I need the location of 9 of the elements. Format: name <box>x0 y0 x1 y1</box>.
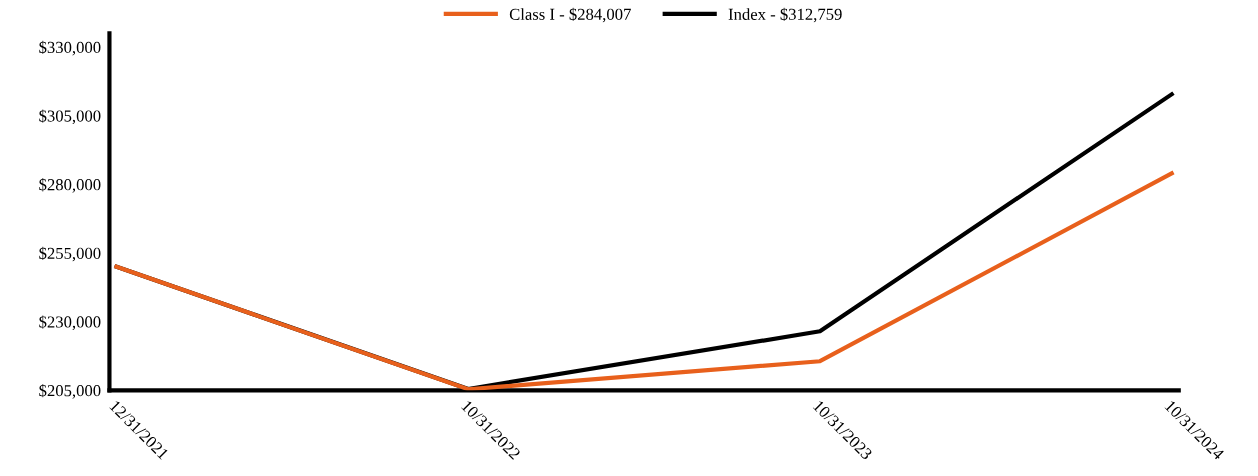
y-tick-label: $280,000 <box>39 178 101 193</box>
y-tick-label: $305,000 <box>39 109 101 125</box>
line-series <box>114 171 1174 391</box>
legend-label: Class I - $284,007 <box>509 7 631 23</box>
y-tick-label: $330,000 <box>39 40 101 56</box>
y-tick-label: $205,000 <box>39 384 101 399</box>
y-tick-label: $255,000 <box>39 246 101 262</box>
y-tick-label: $230,000 <box>39 315 101 331</box>
legend-label: Index - $312,759 <box>728 7 842 23</box>
